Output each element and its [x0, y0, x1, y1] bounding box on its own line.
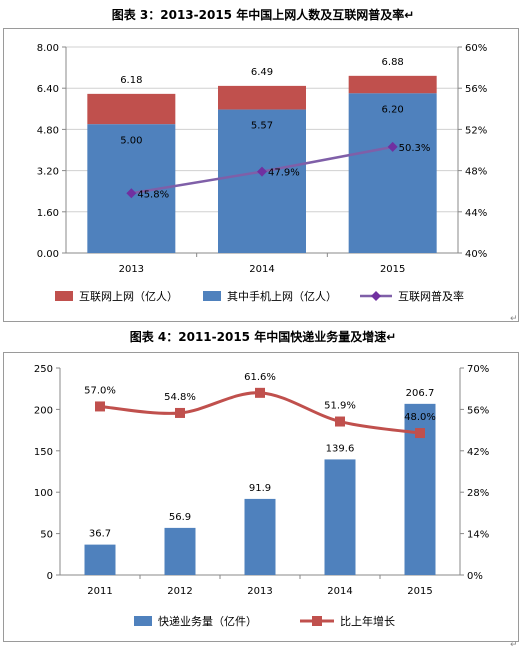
- growth-point: [255, 387, 265, 398]
- data-label-total: 6.18: [120, 75, 142, 86]
- legend-swatch-internet: [55, 291, 73, 301]
- y2-tick-label: 70%: [467, 364, 489, 375]
- data-label-volume: 56.9: [169, 512, 191, 523]
- legend-marker-rate: [371, 291, 381, 301]
- x-tick-label: 2013: [119, 264, 144, 275]
- growth-point: [335, 416, 345, 427]
- y-tick-label: 100: [34, 488, 53, 499]
- paragraph-mark: ↵: [510, 640, 518, 650]
- y-tick-label: 50: [40, 530, 53, 541]
- legend-label-mobile: 其中手机上网（亿人）: [227, 289, 337, 303]
- legend-label-rate: 互联网普及率: [398, 289, 464, 303]
- data-label-growth: 48.0%: [404, 412, 436, 423]
- y2-tick-label: 56%: [465, 84, 487, 95]
- data-label-growth: 54.8%: [164, 392, 196, 403]
- y2-tick-label: 0%: [467, 571, 483, 582]
- y2-tick-label: 52%: [465, 125, 487, 136]
- chart1-title: 图表 3：2013-2015 年中国上网人数及互联网普及率↵: [111, 8, 415, 22]
- bar-mobile: [218, 109, 306, 253]
- x-tick-label: 2015: [380, 264, 405, 275]
- data-label-volume: 36.7: [89, 529, 111, 540]
- data-label-growth: 61.6%: [244, 372, 276, 383]
- rate-point: [257, 166, 267, 177]
- y2-tick-label: 44%: [465, 208, 487, 219]
- paragraph-mark: ↵: [510, 314, 518, 324]
- y2-tick-label: 56%: [467, 405, 489, 416]
- legend-swatch-mobile: [203, 291, 221, 301]
- data-label-growth: 57.0%: [84, 385, 116, 396]
- data-label-mobile: 5.00: [120, 135, 142, 146]
- rate-point: [387, 141, 398, 152]
- chart1-frame: [3, 28, 519, 322]
- x-tick-label: 2014: [249, 264, 274, 275]
- data-label-growth: 51.9%: [324, 401, 356, 412]
- y2-tick-label: 60%: [465, 43, 487, 54]
- bar-express-volume: [84, 544, 116, 575]
- bar-express-volume: [164, 527, 196, 575]
- growth-point: [415, 428, 425, 439]
- y2-tick-label: 40%: [465, 249, 487, 260]
- data-label-volume: 139.6: [326, 443, 355, 454]
- y-tick-label: 1.60: [37, 208, 59, 219]
- y-tick-label: 200: [34, 405, 53, 416]
- data-label-volume: 91.9: [249, 483, 271, 494]
- growth-line: [99, 391, 421, 435]
- bar-internet: [218, 85, 306, 110]
- y-tick-label: 150: [34, 447, 53, 458]
- legend-label-growth: 比上年增长: [340, 614, 395, 628]
- rate-point: [126, 188, 137, 199]
- bar-internet: [87, 93, 176, 125]
- x-tick-label: 2012: [167, 586, 192, 597]
- legend-marker-growth: [312, 616, 322, 626]
- data-label-total: 6.49: [251, 67, 273, 78]
- x-tick-label: 2013: [247, 586, 272, 597]
- x-tick-label: 2015: [407, 586, 432, 597]
- x-tick-label: 2011: [87, 586, 112, 597]
- data-label-mobile: 5.57: [251, 121, 273, 132]
- legend-swatch-volume: [134, 616, 152, 626]
- y-tick-label: 0.00: [37, 249, 59, 260]
- data-label-rate: 50.3%: [399, 143, 431, 154]
- y2-tick-label: 14%: [467, 530, 489, 541]
- chart2-title: 图表 4：2011-2015 年中国快递业务量及增速↵: [129, 330, 397, 344]
- y2-tick-label: 48%: [465, 167, 487, 178]
- data-label-total: 6.88: [382, 57, 404, 68]
- legend-label-volume: 快递业务量（亿件）: [158, 614, 257, 628]
- data-label-mobile: 6.20: [382, 104, 404, 115]
- data-label-rate: 45.8%: [137, 189, 169, 200]
- y-tick-label: 8.00: [37, 43, 59, 54]
- y-tick-label: 250: [34, 364, 53, 375]
- bar-express-volume: [244, 498, 276, 575]
- bar-express-volume: [324, 459, 356, 575]
- growth-point: [95, 401, 105, 412]
- y-tick-label: 4.80: [37, 125, 59, 136]
- x-tick-label: 2014: [327, 586, 352, 597]
- legend-label-internet: 互联网上网（亿人）: [79, 290, 178, 303]
- chart2-frame: [3, 352, 519, 642]
- y2-tick-label: 28%: [467, 488, 489, 499]
- data-label-volume: 206.7: [406, 388, 435, 399]
- bar-internet: [348, 75, 437, 94]
- y-tick-label: 6.40: [37, 84, 59, 95]
- y-tick-label: 3.20: [37, 167, 59, 178]
- y2-tick-label: 42%: [467, 447, 489, 458]
- y-tick-label: 0: [47, 571, 53, 582]
- bar-mobile: [348, 93, 437, 253]
- growth-point: [175, 407, 185, 418]
- data-label-rate: 47.9%: [268, 168, 300, 179]
